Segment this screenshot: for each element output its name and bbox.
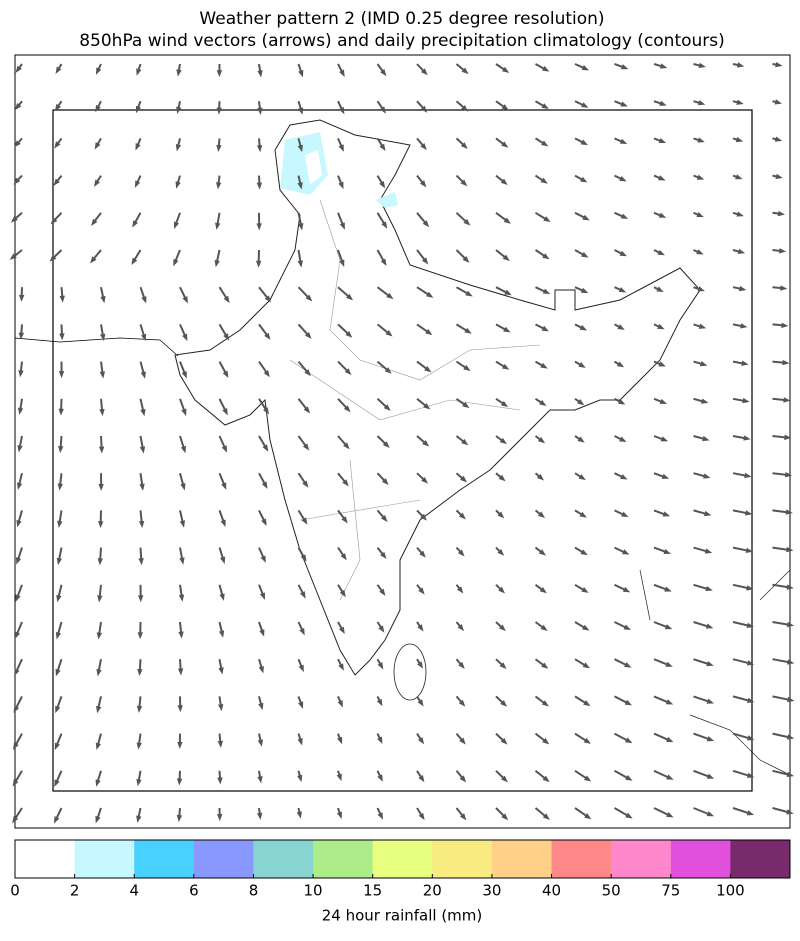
- chart-subtitle: 850hPa wind vectors (arrows) and daily p…: [79, 31, 725, 51]
- colorbar-label: 24 hour rainfall (mm): [322, 907, 483, 925]
- colorbar-tick-label: 40: [542, 882, 561, 900]
- colorbar-segment: [194, 840, 254, 878]
- colorbar-segment: [313, 840, 373, 878]
- colorbar-tick-label: 8: [249, 882, 259, 900]
- wind-arrow-head: [787, 697, 794, 702]
- colorbar-segment: [373, 840, 433, 878]
- colorbar-tick-label: 15: [363, 882, 382, 900]
- colorbar-segment: [15, 840, 75, 878]
- colorbar-segment: [552, 840, 612, 878]
- colorbar-tick-label: 20: [423, 882, 442, 900]
- colorbar-tick-label: 75: [661, 882, 680, 900]
- colorbar-segment: [432, 840, 492, 878]
- chart-title: Weather pattern 2 (IMD 0.25 degree resol…: [199, 9, 604, 29]
- colorbar-tick-label: 10: [304, 882, 323, 900]
- wind-arrow-head: [787, 622, 794, 627]
- colorbar-tick-label: 50: [602, 882, 621, 900]
- colorbar-tick-label: 2: [70, 882, 80, 900]
- colorbar: 0 2 4 6 8 10 15 20 30 40 50 75 100 24 hour rainfall (…: [10, 840, 790, 925]
- colorbar-segment: [671, 840, 731, 878]
- colorbar-segment: [253, 840, 313, 878]
- colorbar-segment: [75, 840, 135, 878]
- colorbar-tick-label: 4: [129, 882, 139, 900]
- colorbar-segment: [730, 840, 790, 878]
- colorbar-tick-label: 6: [189, 882, 199, 900]
- wind-arrow-head: [787, 734, 794, 739]
- map-frame: [15, 55, 790, 828]
- colorbar-tick-label: 30: [482, 882, 501, 900]
- colorbar-segment: [134, 840, 194, 878]
- colorbar-segment: [492, 840, 552, 878]
- wind-arrow-head: [787, 659, 794, 664]
- colorbar-tick-label: 0: [10, 882, 20, 900]
- colorbar-tick-label: 100: [716, 882, 745, 900]
- colorbar-segment: [611, 840, 671, 878]
